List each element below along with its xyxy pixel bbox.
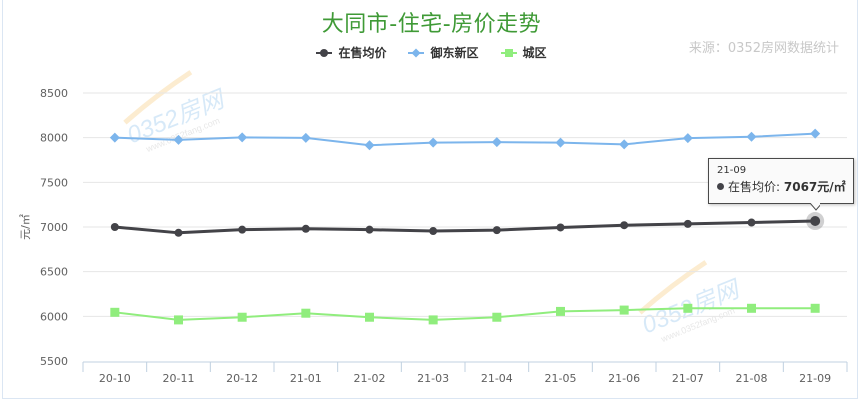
data-point-square [619, 305, 629, 315]
series-line [114, 219, 816, 235]
x-tick-label: 21-05 [545, 372, 577, 385]
data-point-diamond [619, 139, 630, 150]
data-point-diamond [491, 137, 502, 148]
data-point-diamond [300, 132, 311, 143]
data-point-diamond [746, 131, 757, 142]
x-tick-label: 21-09 [799, 372, 831, 385]
circle-marker-icon [316, 48, 333, 58]
data-point-diamond [682, 133, 693, 144]
legend-label: 城区 [522, 46, 547, 60]
x-tick-label: 21-07 [672, 372, 704, 385]
x-tick-label: 20-11 [163, 372, 195, 385]
series-line [114, 132, 816, 147]
data-point-square [683, 303, 693, 313]
data-point-diamond [810, 128, 821, 139]
chart-title: 大同市-住宅-房价走势 [321, 12, 542, 37]
data-point-circle [556, 223, 565, 232]
tooltip-sep: : [776, 180, 784, 194]
source-note: 来源：0352房网数据统计 [688, 41, 839, 56]
data-point-diamond [364, 140, 375, 151]
data-point-circle [492, 226, 501, 235]
series-dot-icon [717, 183, 724, 190]
data-point-diamond [428, 137, 439, 148]
data-point-diamond [555, 137, 566, 148]
watermark-logo: 0352房网 www.0352fang.com [638, 260, 745, 344]
series-line [114, 307, 816, 321]
y-tick-label: 5500 [40, 355, 68, 368]
data-point-circle [429, 227, 438, 236]
data-point-circle [620, 221, 629, 230]
data-point-square [810, 303, 820, 313]
data-point-square [110, 307, 120, 317]
y-tick-label: 6000 [40, 310, 68, 323]
diamond-marker-icon [408, 47, 425, 58]
data-point-circle [238, 225, 247, 234]
x-tick-label: 21-01 [290, 372, 322, 385]
x-tick-label: 21-08 [736, 372, 768, 385]
tooltip-date: 21-09 [717, 165, 747, 176]
legend-label: 御东新区 [430, 46, 479, 60]
tooltip-value: 7067元/㎡ [783, 180, 846, 194]
data-point-square [237, 312, 247, 322]
y-tick-label: 8500 [40, 87, 68, 100]
data-point-square [492, 312, 502, 322]
legend: 在售均价 御东新区 城区 [0, 44, 863, 61]
data-point-square [174, 315, 183, 325]
x-tick-label: 20-12 [226, 372, 258, 385]
y-axis-title: 元/㎡ [19, 214, 32, 240]
data-point-circle [110, 223, 119, 231]
square-marker-icon [500, 48, 517, 58]
legend-label: 在售均价 [338, 46, 387, 60]
data-point-circle [810, 216, 821, 227]
tooltip: 21-09 在售均价: 7067元/㎡ [708, 158, 854, 204]
tooltip-arrow-icon [810, 203, 820, 211]
data-point-square [747, 303, 756, 313]
watermark-logo: 0352房网 www.0352fang.com [123, 70, 230, 154]
data-point-diamond [173, 134, 184, 145]
tooltip-line: 在售均价: 7067元/㎡ [717, 178, 846, 196]
data-point-circle [174, 228, 183, 237]
y-tick-label: 8000 [40, 132, 68, 145]
y-tick-label: 7500 [40, 176, 68, 189]
x-tick-label: 20-10 [99, 372, 131, 385]
legend-item[interactable]: 御东新区 [408, 44, 479, 61]
data-point-square [428, 315, 438, 325]
data-point-diamond [109, 132, 120, 143]
x-tick-label: 21-02 [354, 372, 386, 385]
y-tick-label: 7000 [40, 221, 68, 234]
chart-frame [2, 0, 858, 399]
data-point-circle [683, 219, 692, 228]
data-point-circle [301, 224, 310, 233]
data-point-circle [365, 225, 374, 234]
legend-item[interactable]: 在售均价 [316, 44, 386, 61]
x-tick-label: 21-06 [608, 372, 640, 385]
y-tick-label: 6500 [40, 266, 68, 279]
data-point-circle [747, 218, 756, 227]
data-point-square [365, 312, 374, 322]
x-tick-label: 21-04 [481, 372, 513, 385]
data-point-square [556, 306, 565, 316]
data-point-square [301, 308, 311, 318]
data-point-diamond [237, 132, 248, 143]
legend-item[interactable]: 城区 [500, 44, 547, 61]
tooltip-series: 在售均价 [728, 180, 777, 194]
x-tick-label: 21-03 [417, 372, 449, 385]
